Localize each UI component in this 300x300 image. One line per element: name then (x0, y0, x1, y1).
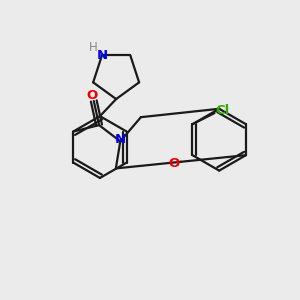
Text: H: H (89, 40, 98, 54)
Text: O: O (87, 88, 98, 102)
Text: O: O (169, 157, 180, 170)
Text: N: N (115, 133, 126, 146)
Text: Cl: Cl (216, 103, 230, 117)
Text: N: N (96, 49, 107, 62)
